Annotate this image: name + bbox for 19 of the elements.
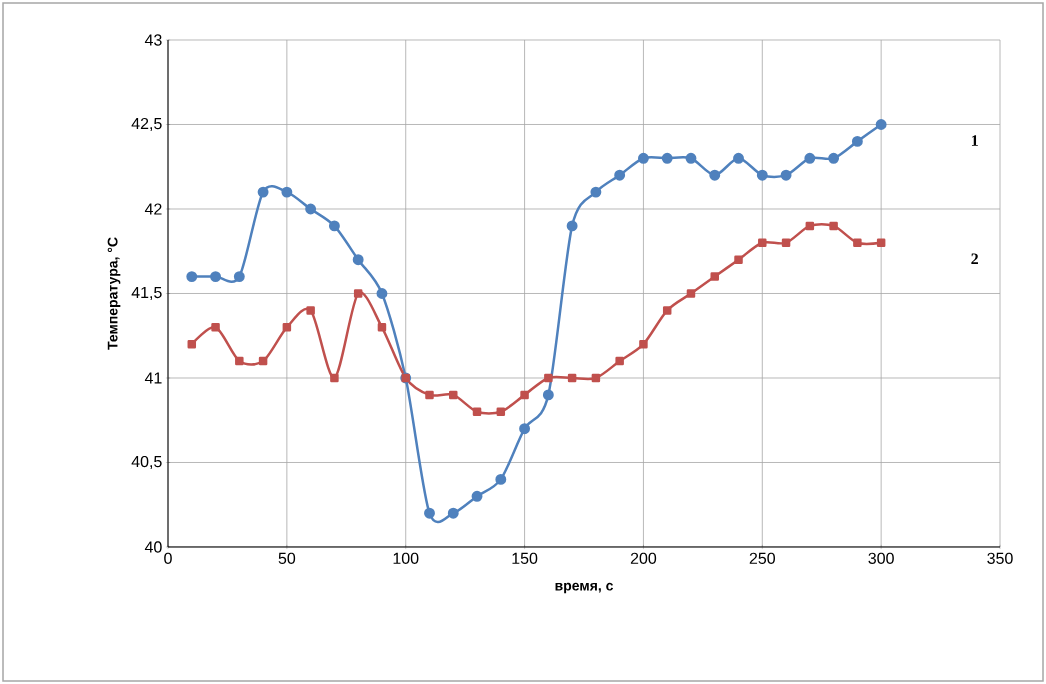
y-tick-label: 41: [144, 372, 162, 384]
y-tick-label: 41,5: [131, 286, 162, 301]
x-tick-label: 200: [630, 552, 657, 564]
x-tick-label: 150: [512, 552, 538, 564]
y-tick-label: 40: [144, 541, 162, 553]
text: 2: [971, 253, 978, 265]
x-tick-label: 350: [987, 552, 1013, 564]
text: 1: [971, 135, 978, 146]
x-tick-label: 250: [749, 552, 775, 564]
x-tick-label: 100: [393, 552, 419, 564]
y-tick-label: 40,5: [131, 455, 162, 470]
x-tick-label: 50: [278, 552, 296, 564]
y-tick-label: 43: [144, 34, 162, 46]
y-tick-label: 42: [144, 203, 162, 215]
y-tick-label: 42,5: [131, 117, 162, 132]
x-tick-label: 0: [164, 552, 172, 564]
y-axis-title: Температура, °C: [107, 237, 121, 350]
x-tick-label: 300: [868, 552, 894, 564]
x-axis-title: время, с: [555, 582, 614, 594]
